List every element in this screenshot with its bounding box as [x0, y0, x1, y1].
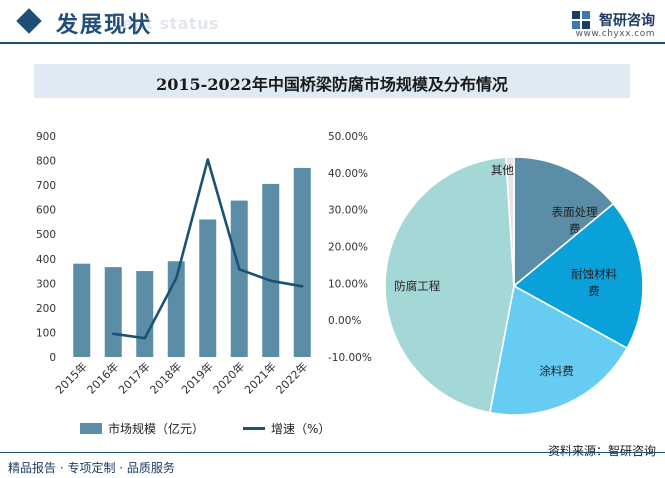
bar: [104, 267, 122, 357]
pie-slice: [512, 202, 644, 350]
bar: [293, 167, 311, 357]
header-ghost-text: ent status: [122, 14, 219, 33]
y-left-tick-label: 100: [36, 327, 56, 339]
y-right-tick-label: -10.00%: [328, 352, 372, 364]
growth-point: [206, 158, 210, 161]
line-layer: [111, 158, 304, 340]
bar-layer: [73, 167, 311, 357]
y-right-tick-label: 40.00%: [328, 168, 368, 180]
pie-slice: [513, 156, 615, 288]
brand-name: 智研咨询: [599, 12, 655, 29]
growth-point: [237, 268, 241, 271]
y-left-tick-label: 800: [36, 156, 56, 168]
footer-rule: [0, 452, 665, 453]
x-tick-label: 2018年: [147, 359, 184, 396]
pie-label: 耐蚀材料: [571, 267, 617, 281]
page-header: ent status 发展现状 智研咨询 www.chyxx.com: [0, 0, 665, 46]
pie-slice: [384, 156, 515, 414]
y-left-tick-label: 700: [36, 180, 56, 192]
y-right-tick-label: 30.00%: [328, 205, 368, 217]
growth-point: [111, 332, 115, 336]
chart-title: 2015-2022年中国桥梁防腐市场规模及分布情况: [156, 75, 508, 94]
bar: [199, 219, 217, 357]
pie-label: 涂料费: [539, 364, 574, 378]
y-left-tick-label: 900: [36, 131, 56, 143]
x-tick-label: 2019年: [178, 359, 215, 396]
y-left-tick-label: 300: [36, 278, 56, 290]
y-left-tick-label: 400: [36, 254, 56, 266]
growth-point: [269, 279, 273, 283]
y-left-tick-label: 0: [49, 352, 56, 364]
x-tick-label: 2017年: [115, 359, 152, 396]
y-right-tick-label: 0.00%: [328, 315, 361, 327]
y-left-tick-label: 500: [36, 229, 56, 241]
x-tick-label: 2016年: [84, 359, 121, 396]
footer-slogan: 精品报告 · 专项定制 · 品质服务: [8, 461, 175, 475]
growth-point: [143, 336, 147, 340]
legend-line-swatch: [243, 427, 265, 430]
data-source: 资料来源：智研咨询: [547, 444, 656, 458]
bar: [73, 263, 91, 357]
pie-label: 防腐工程: [394, 279, 440, 293]
y-left-tick-label: 600: [36, 205, 56, 217]
brand-logo-icon: [571, 10, 590, 29]
bar: [230, 200, 248, 357]
x-tick-label: 2020年: [210, 359, 247, 396]
chart-title-band: 2015-2022年中国桥梁防腐市场规模及分布情况: [34, 64, 630, 98]
header-rule: [0, 42, 665, 44]
brand-url: www.chyxx.com: [575, 28, 655, 39]
y-left-tick-label: 200: [36, 303, 56, 315]
pie-label: 表面处理: [552, 205, 598, 219]
x-tick-label: 2021年: [241, 359, 278, 396]
y-right-tick-label: 20.00%: [328, 242, 368, 254]
x-tick-label: 2015年: [52, 359, 89, 396]
bar: [136, 271, 154, 357]
legend-bar-swatch: [80, 423, 102, 434]
section-title: 发展现状: [56, 13, 153, 38]
pie-slice: [488, 284, 629, 416]
pie-label: 费: [569, 222, 581, 236]
legend-label-market-size: 市场规模（亿元）: [108, 422, 205, 436]
pie-label: 其他: [491, 163, 514, 177]
growth-point: [174, 276, 178, 280]
growth-point: [300, 284, 304, 288]
y-right-tick-label: 50.00%: [328, 131, 368, 143]
y-right-tick-label: 10.00%: [328, 278, 368, 290]
pie-slice: [505, 156, 515, 287]
pie-label: 费: [588, 284, 600, 298]
legend-label-growth: 增速（%）: [271, 422, 331, 436]
x-tick-label: 2022年: [273, 359, 310, 396]
brand: 智研咨询 www.chyxx.com: [571, 9, 655, 39]
bar: [262, 183, 280, 357]
